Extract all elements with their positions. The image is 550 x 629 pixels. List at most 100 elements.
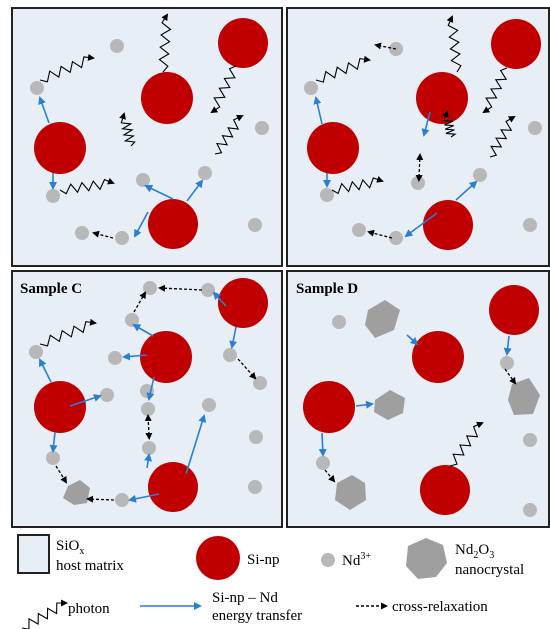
nd-ion <box>100 388 114 402</box>
legend-nd-swatch <box>321 553 335 567</box>
si-nanoparticle <box>218 18 268 68</box>
nd-ion <box>249 430 263 444</box>
legend-nd-label: Nd3+ <box>342 551 371 569</box>
nd2o3-nanocrystal <box>374 390 405 420</box>
legend-matrix-label: SiOx <box>56 538 84 557</box>
cross-relaxation-arrow <box>92 230 114 239</box>
nd-ion <box>115 231 129 245</box>
nd-ion <box>248 480 262 494</box>
energy-transfer-arrow <box>318 432 327 457</box>
legend-nanocrystal-label: Nd2O3 <box>455 542 494 561</box>
nd-ion <box>248 218 262 232</box>
si-nanoparticle <box>148 462 198 512</box>
legend-photon-label: photon <box>68 601 110 617</box>
energy-transfer-arrow <box>69 394 102 407</box>
legend-cross-label: cross-relaxation <box>392 599 488 615</box>
legend: SiOx host matrix Si-np Nd3+ Nd2O3 nanocr… <box>17 534 524 629</box>
photon-emission <box>119 112 136 147</box>
energy-transfer-arrow <box>313 96 323 125</box>
si-nanoparticle <box>420 465 470 515</box>
nd-ion <box>125 313 139 327</box>
energy-transfer-arrow <box>455 180 478 201</box>
si-nanoparticle <box>416 72 468 124</box>
nd-ion <box>523 433 537 447</box>
cross-relaxation-arrow <box>374 42 397 50</box>
energy-transfer-arrow <box>406 334 419 346</box>
energy-transfer-arrow <box>421 111 431 137</box>
nd2o3-nanocrystal <box>63 480 90 505</box>
energy-transfer-arrow <box>212 291 227 307</box>
si-nanoparticle <box>489 285 539 335</box>
legend-nanocrystal-label-2: nanocrystal <box>455 562 524 578</box>
nd-ion <box>389 231 403 245</box>
cross-relaxation-arrow <box>237 358 257 380</box>
nd-ion <box>523 503 537 517</box>
nd-ion <box>320 188 334 202</box>
legend-matrix-swatch <box>17 534 50 574</box>
si-nanoparticle <box>141 72 193 124</box>
nd-ion <box>304 81 318 95</box>
nd-ion <box>115 493 129 507</box>
si-nanoparticle <box>412 331 464 383</box>
nd-ion <box>253 376 267 390</box>
energy-transfer-arrow <box>122 352 148 361</box>
nd-ion <box>46 451 60 465</box>
nd-ion <box>136 173 150 187</box>
cross-relaxation-arrow <box>324 469 336 483</box>
photon-emission <box>441 110 457 138</box>
nd2o3-nanocrystal <box>335 475 366 510</box>
legend-transfer-label-2: energy transfer <box>212 608 302 624</box>
energy-transfer-arrow <box>229 326 238 349</box>
nd-ion <box>223 348 237 362</box>
si-nanoparticle <box>34 381 86 433</box>
cross-relaxation-arrow <box>144 414 153 440</box>
si-nanoparticle <box>307 122 359 174</box>
nd-ion <box>201 283 215 297</box>
nd-ion <box>141 402 155 416</box>
nd-ion <box>255 121 269 135</box>
energy-transfer-arrow <box>355 400 374 409</box>
photon-emission <box>315 55 371 83</box>
nd-ion <box>523 218 537 232</box>
legend-transfer-label: Si-np – Nd <box>212 590 278 606</box>
photon-emission <box>489 116 516 158</box>
legend-sinp-swatch <box>196 536 240 580</box>
photon-emission <box>331 176 384 195</box>
energy-transfer-arrow <box>39 358 52 383</box>
nd-ion <box>528 121 542 135</box>
cross-relaxation-arrow <box>133 291 147 313</box>
nd-ion <box>75 226 89 240</box>
nd2o3-nanocrystal <box>365 300 400 338</box>
cross-relaxation-arrow <box>367 229 393 239</box>
nd-ion <box>332 315 346 329</box>
legend-sinp-label: Si-np <box>247 552 280 568</box>
si-nanoparticle <box>148 199 198 249</box>
legend-matrix-label-2: host matrix <box>56 558 124 574</box>
nd-ion <box>473 168 487 182</box>
si-nanoparticle <box>140 331 192 383</box>
cross-relaxation-arrow <box>504 368 517 385</box>
photon-emission <box>482 67 508 114</box>
nd-ion <box>198 166 212 180</box>
photon-emission <box>214 114 244 155</box>
si-nanoparticle <box>491 19 541 69</box>
panel-d-title: Sample D <box>296 281 358 297</box>
cross-relaxation-arrow <box>158 284 203 292</box>
energy-transfer-arrow <box>144 184 174 200</box>
photon-emission <box>446 15 462 73</box>
energy-transfer-arrow <box>185 414 207 475</box>
nd-ion <box>352 223 366 237</box>
cross-relaxation-arrow <box>86 495 115 503</box>
si-nanoparticle <box>303 381 355 433</box>
energy-transfer-arrow <box>186 179 204 202</box>
nd-ion <box>316 456 330 470</box>
nd-ion <box>142 441 156 455</box>
nd-ion <box>411 176 425 190</box>
nd-ion <box>29 345 43 359</box>
cross-relaxation-arrow <box>415 153 424 182</box>
cross-relaxation-arrow <box>55 465 68 484</box>
legend-nanocrystal-swatch <box>406 538 447 579</box>
si-nanoparticle <box>218 278 268 328</box>
si-nanoparticle <box>34 122 86 174</box>
